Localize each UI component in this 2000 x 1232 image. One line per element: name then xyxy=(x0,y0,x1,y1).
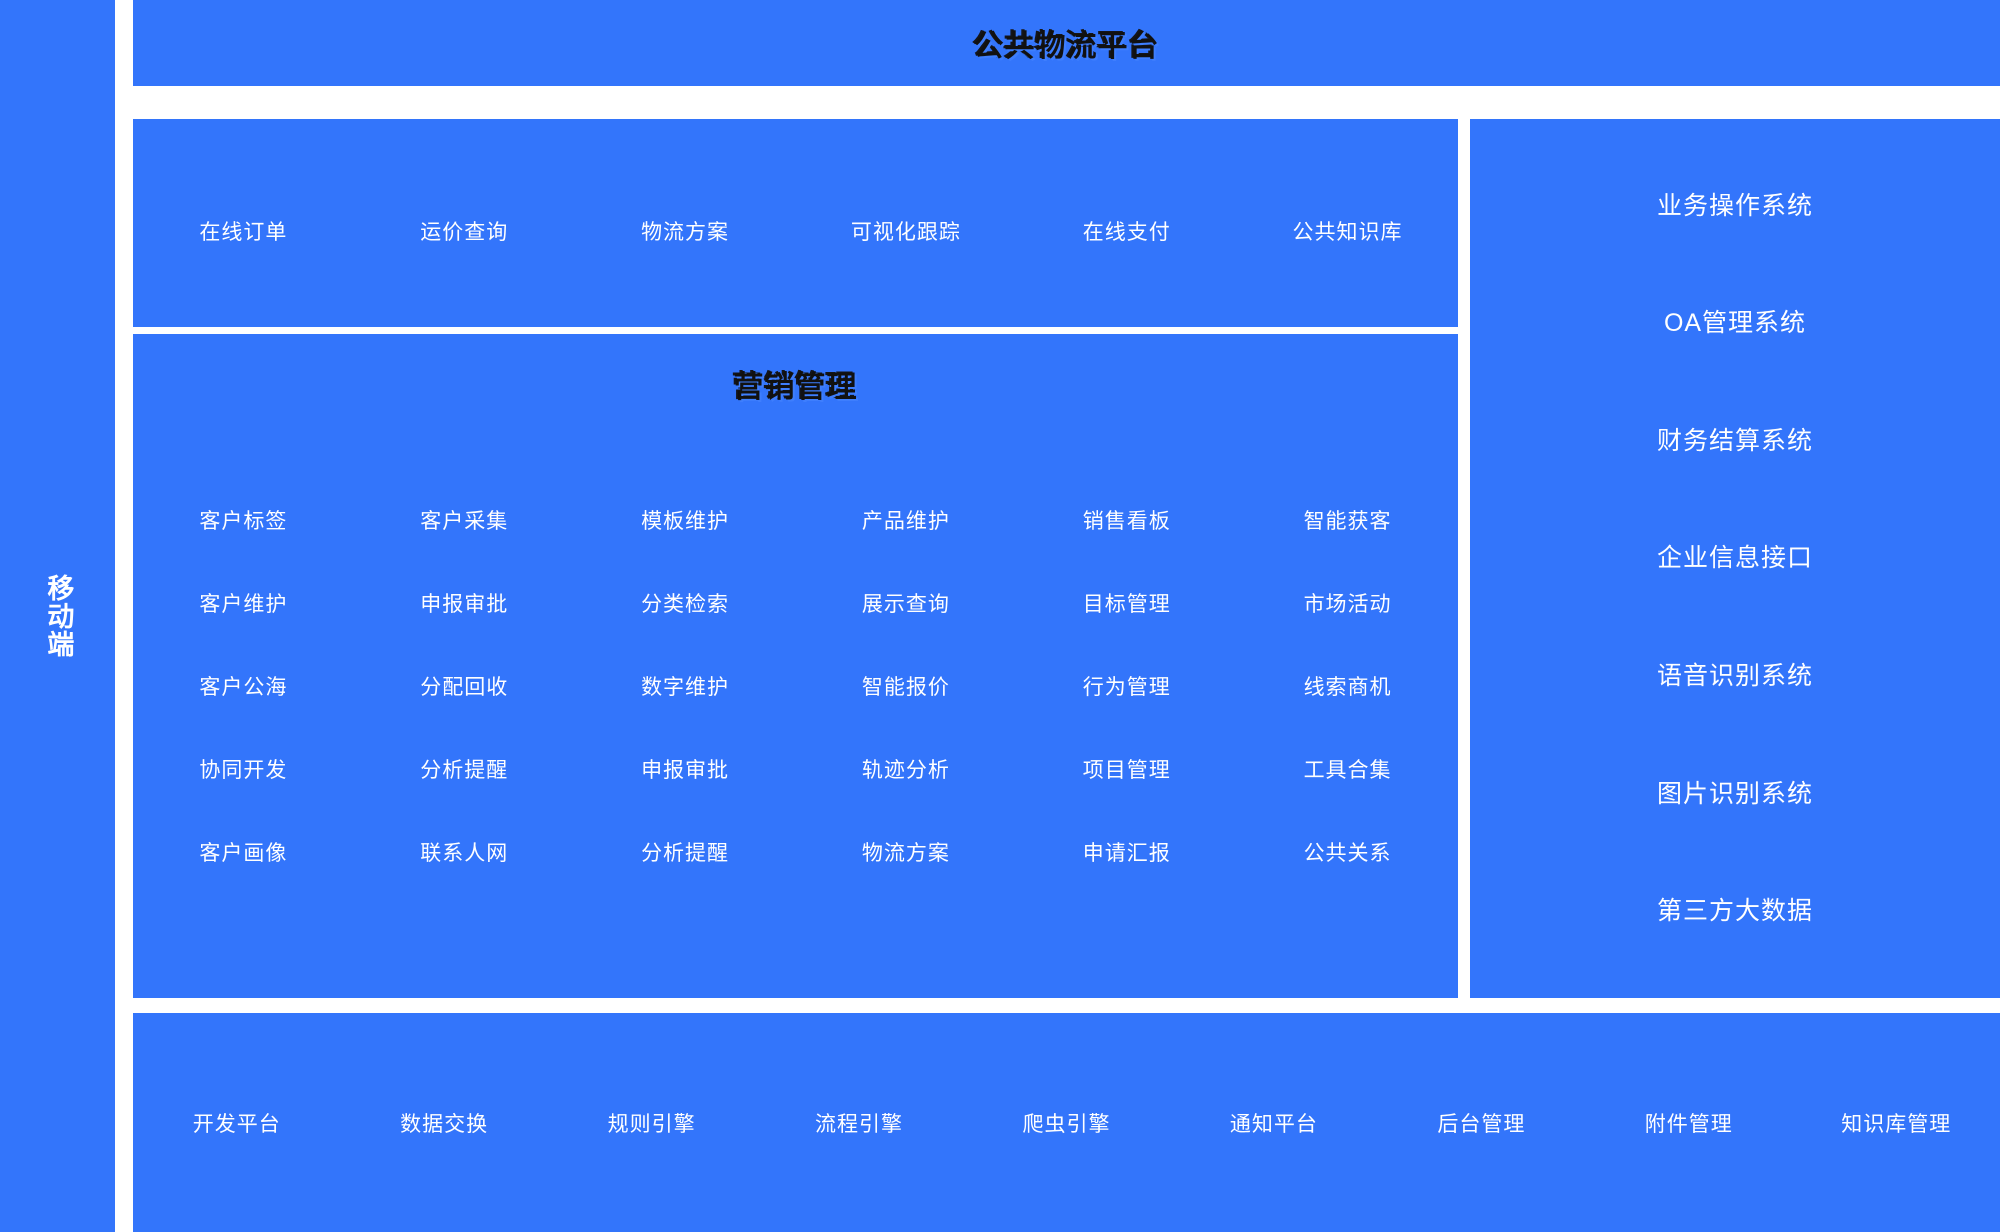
marketing-item-7[interactable]: 申报审批 xyxy=(420,592,509,616)
marketing-item-24[interactable]: 客户画像 xyxy=(199,841,288,865)
marketing-title-wrap: 营销管理 xyxy=(133,362,1458,406)
marketing-item-28[interactable]: 申请汇报 xyxy=(1082,841,1171,865)
mobile-rail-label: 移动端 xyxy=(43,574,74,658)
platform-item-7[interactable]: 附件管理 xyxy=(1644,1112,1733,1136)
system-item-4[interactable]: 语音识别系统 xyxy=(1656,662,1813,691)
marketing-item-3[interactable]: 产品维护 xyxy=(861,509,950,533)
platform-item-8[interactable]: 知识库管理 xyxy=(1841,1112,1952,1136)
marketing-item-10[interactable]: 目标管理 xyxy=(1082,592,1171,616)
logistics-nav-item-3[interactable]: 可视化跟踪 xyxy=(850,221,961,244)
marketing-item-21[interactable]: 轨迹分析 xyxy=(861,758,950,782)
marketing-item-16[interactable]: 行为管理 xyxy=(1082,675,1171,699)
marketing-item-12[interactable]: 客户公海 xyxy=(199,675,288,699)
marketing-panel: 营销管理 客户标签 客户采集 模板维护 产品维护 销售看板 智能获客 客户维护 … xyxy=(133,334,1458,998)
marketing-item-8[interactable]: 分类检索 xyxy=(641,592,730,616)
logistics-nav-item-2[interactable]: 物流方案 xyxy=(641,221,730,244)
systems-column: 业务操作系统 OA管理系统 财务结算系统 企业信息接口 语音识别系统 图片识别系… xyxy=(1470,119,2000,998)
platform-bar: 开发平台 数据交换 规则引擎 流程引擎 爬虫引擎 通知平台 后台管理 附件管理 … xyxy=(133,1013,2000,1232)
marketing-item-29[interactable]: 公共关系 xyxy=(1303,841,1392,865)
marketing-title: 营销管理 xyxy=(733,371,858,404)
platform-item-6[interactable]: 后台管理 xyxy=(1437,1112,1526,1136)
system-item-6[interactable]: 第三方大数据 xyxy=(1656,897,1813,926)
system-item-0[interactable]: 业务操作系统 xyxy=(1656,191,1813,220)
platform-item-2[interactable]: 规则引擎 xyxy=(607,1112,696,1136)
header-band: 公共物流平台 xyxy=(133,0,2000,86)
platform-item-1[interactable]: 数据交换 xyxy=(400,1112,489,1136)
logistics-nav-item-1[interactable]: 运价查询 xyxy=(420,221,509,244)
marketing-item-25[interactable]: 联系人网 xyxy=(420,841,509,865)
system-item-2[interactable]: 财务结算系统 xyxy=(1656,426,1813,455)
marketing-item-15[interactable]: 智能报价 xyxy=(861,675,950,699)
marketing-item-19[interactable]: 分析提醒 xyxy=(420,758,509,782)
marketing-grid: 客户标签 客户采集 模板维护 产品维护 销售看板 智能获客 客户维护 申报审批 … xyxy=(133,478,1458,893)
marketing-item-1[interactable]: 客户采集 xyxy=(420,509,509,533)
marketing-item-17[interactable]: 线索商机 xyxy=(1303,675,1392,699)
marketing-item-23[interactable]: 工具合集 xyxy=(1303,758,1392,782)
marketing-item-6[interactable]: 客户维护 xyxy=(199,592,288,616)
page-title: 公共物流平台 xyxy=(973,30,1160,63)
marketing-item-27[interactable]: 物流方案 xyxy=(861,841,950,865)
marketing-item-26[interactable]: 分析提醒 xyxy=(641,841,730,865)
logistics-nav-strip: 在线订单 运价查询 物流方案 可视化跟踪 在线支付 公共知识库 xyxy=(133,119,1458,327)
marketing-item-14[interactable]: 数字维护 xyxy=(641,675,730,699)
marketing-item-13[interactable]: 分配回收 xyxy=(420,675,509,699)
marketing-item-0[interactable]: 客户标签 xyxy=(199,509,288,533)
marketing-item-22[interactable]: 项目管理 xyxy=(1082,758,1171,782)
system-item-5[interactable]: 图片识别系统 xyxy=(1656,779,1813,808)
platform-item-0[interactable]: 开发平台 xyxy=(192,1112,281,1136)
system-item-3[interactable]: 企业信息接口 xyxy=(1656,544,1813,573)
system-item-1[interactable]: OA管理系统 xyxy=(1663,309,1807,338)
platform-item-5[interactable]: 通知平台 xyxy=(1229,1112,1318,1136)
marketing-item-20[interactable]: 申报审批 xyxy=(641,758,730,782)
platform-item-4[interactable]: 爬虫引擎 xyxy=(1022,1112,1111,1136)
marketing-item-9[interactable]: 展示查询 xyxy=(861,592,950,616)
logistics-nav-item-4[interactable]: 在线支付 xyxy=(1082,221,1171,244)
mobile-rail[interactable]: 移动端 xyxy=(0,0,115,1232)
logistics-nav-item-0[interactable]: 在线订单 xyxy=(199,221,288,244)
platform-item-3[interactable]: 流程引擎 xyxy=(815,1112,904,1136)
marketing-item-5[interactable]: 智能获客 xyxy=(1303,509,1392,533)
marketing-item-2[interactable]: 模板维护 xyxy=(641,509,730,533)
logistics-nav-item-5[interactable]: 公共知识库 xyxy=(1292,221,1403,244)
marketing-item-4[interactable]: 销售看板 xyxy=(1082,509,1171,533)
marketing-item-11[interactable]: 市场活动 xyxy=(1303,592,1392,616)
marketing-item-18[interactable]: 协同开发 xyxy=(199,758,288,782)
